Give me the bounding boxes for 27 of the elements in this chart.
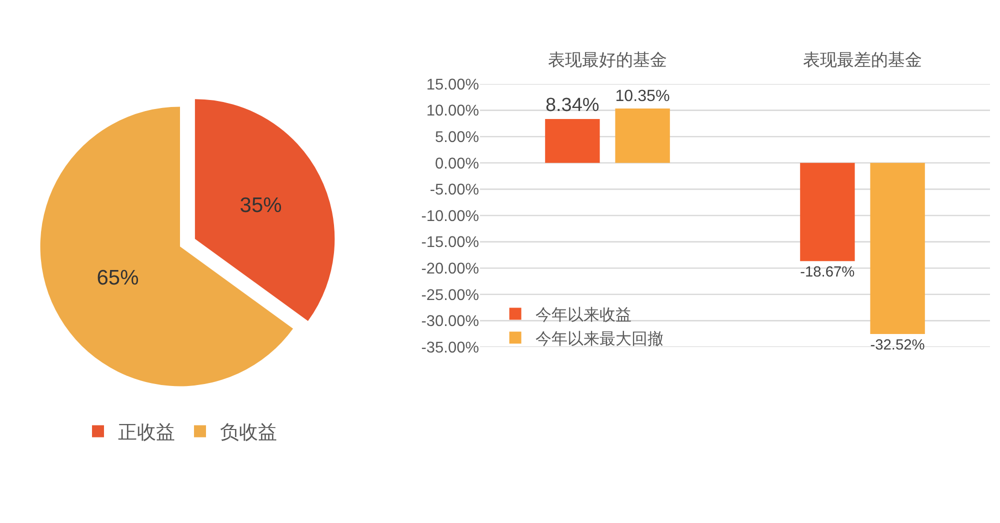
y-tick-label: -30.00% <box>421 313 480 330</box>
legend-label: 负收益 <box>220 422 277 444</box>
x-tick-label: 表现最好的基金 <box>548 50 667 70</box>
x-tick-label: 表现最差的基金 <box>803 50 922 70</box>
bar <box>800 162 855 262</box>
legend-label: 今年以来收益 <box>535 306 632 324</box>
y-tick-label: -15.00% <box>421 234 480 252</box>
data-label: -18.67% <box>800 264 855 280</box>
y-tick-label: -5.00% <box>430 182 480 199</box>
y-tick-label: 15.00% <box>426 76 480 94</box>
data-label: 65% <box>96 266 139 290</box>
y-tick-label: 5.00% <box>435 129 480 146</box>
data-label: 10.35% <box>615 87 670 106</box>
y-tick-label: -20.00% <box>421 260 480 278</box>
data-label: 8.34% <box>545 95 600 116</box>
legend-label: 正收益 <box>118 422 175 444</box>
y-tick-label: -10.00% <box>421 208 480 225</box>
data-label: -32.52% <box>870 337 925 354</box>
bar <box>615 108 670 163</box>
bar <box>870 162 925 334</box>
y-tick-label: 10.00% <box>426 102 480 120</box>
y-tick-label: -25.00% <box>421 286 480 304</box>
y-tick-label: -35.00% <box>421 339 480 356</box>
y-tick-label: 0.00% <box>435 155 480 172</box>
bar <box>545 119 600 163</box>
data-label: 35% <box>240 194 282 217</box>
legend-label: 今年以来最大回撤 <box>535 330 664 348</box>
